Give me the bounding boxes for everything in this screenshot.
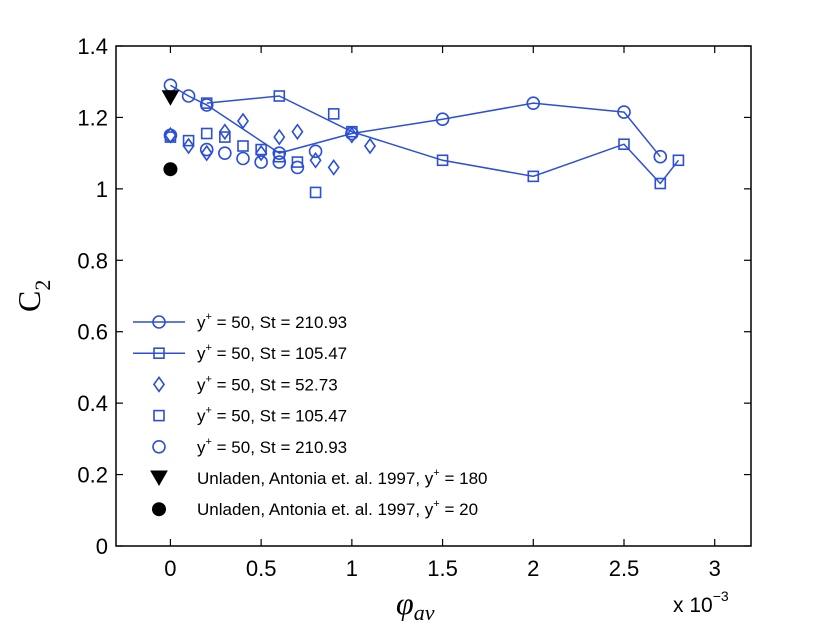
y-tick-label-2: 0.4 xyxy=(77,391,108,416)
x-multiplier-prefix: x 10 xyxy=(673,594,713,617)
legend-label-0-post: = 50, St = 210.93 xyxy=(212,313,347,332)
y-tick-label-1: 0.2 xyxy=(77,463,108,488)
legend-label-3-post: = 50, St = 105.47 xyxy=(212,407,347,426)
series-6-point-0 xyxy=(164,163,177,176)
x-tick-label-3: 1.5 xyxy=(427,556,458,581)
y-axis-label-base: C xyxy=(11,291,47,312)
x-tick-label-2: 1 xyxy=(346,556,358,581)
legend-label-4-post: = 50, St = 210.93 xyxy=(212,438,347,457)
chart-figure: 0 0.5 1 1.5 2 2.5 300.20.40.60.811.21.4 C2 φav… xyxy=(0,0,830,625)
y-tick-label-5: 1 xyxy=(96,177,108,202)
y-tick-label-6: 1.2 xyxy=(77,105,108,130)
legend-label-5-post: = 180 xyxy=(440,469,488,488)
x-tick-label-1: 0.5 xyxy=(246,556,277,581)
x-tick-label-0: 0 xyxy=(164,556,176,581)
legend-label-1: y+ = 50, St = 105.47 xyxy=(197,342,347,363)
x-tick-label-5: 2.5 xyxy=(609,556,640,581)
legend-label-3: y+ = 50, St = 105.47 xyxy=(197,405,347,426)
legend-label-0: y+ = 50, St = 210.93 xyxy=(197,311,347,332)
legend-label-2-post: = 50, St = 52.73 xyxy=(212,375,338,394)
x-axis-label-subscript: av xyxy=(414,600,435,625)
x-tick-label-4: 2 xyxy=(527,556,539,581)
y-axis-label-subscript: 2 xyxy=(30,280,55,291)
legend-label-2: y+ = 50, St = 52.73 xyxy=(197,373,338,394)
y-tick-label-0: 0 xyxy=(96,534,108,559)
x-axis-label-symbol: φ xyxy=(396,585,414,621)
y-tick-label-3: 0.6 xyxy=(77,320,108,345)
legend-label-5-pre: Unladen, Antonia et. al. 1997, y xyxy=(197,469,434,488)
legend-label-5: Unladen, Antonia et. al. 1997, y+ = 180 xyxy=(197,467,487,488)
legend-label-6-pre: Unladen, Antonia et. al. 1997, y xyxy=(197,500,434,519)
y-tick-label-4: 0.8 xyxy=(77,248,108,273)
legend-label-1-post: = 50, St = 105.47 xyxy=(212,344,347,363)
x-tick-label-6: 3 xyxy=(709,556,721,581)
x-multiplier-exponent: −3 xyxy=(713,588,729,604)
y-tick-label-7: 1.4 xyxy=(77,34,108,59)
legend-label-4: y+ = 50, St = 210.93 xyxy=(197,436,347,457)
legend-entry-6: Unladen, Antonia et. al. 1997, y+ = 20 xyxy=(153,498,479,519)
legend-label-6-post: = 20 xyxy=(440,500,478,519)
legend-marker-6 xyxy=(153,503,166,516)
